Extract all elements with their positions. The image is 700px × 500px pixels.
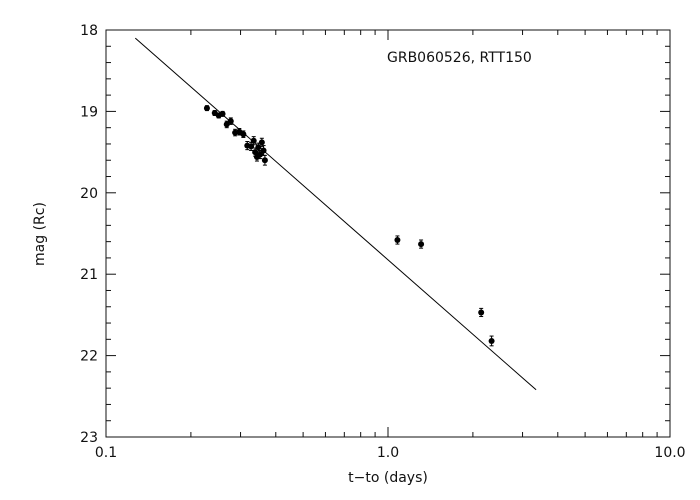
x-tick-label: 0.1 (95, 445, 117, 461)
data-point (260, 145, 267, 156)
data-point (203, 105, 210, 112)
fit-line-layer (134, 37, 537, 391)
y-axis-label: mag (Rc) (32, 202, 48, 266)
y-tick-label: 19 (80, 104, 98, 120)
data-point-marker (418, 241, 425, 248)
data-point (488, 335, 495, 347)
data-point-marker (257, 151, 264, 158)
data-points-layer (203, 105, 495, 347)
y-tick-label: 23 (80, 430, 98, 446)
y-tick-label: 22 (80, 349, 98, 365)
data-point (257, 149, 264, 160)
plot-frame (105, 29, 671, 438)
y-tick-label: 18 (80, 23, 98, 39)
data-point (219, 110, 226, 117)
data-point (223, 120, 230, 129)
data-point-marker (223, 121, 230, 128)
chart-annotation: GRB060526, RTT150 (387, 50, 532, 66)
data-point (258, 137, 265, 147)
data-point (478, 307, 485, 318)
data-point-marker (258, 139, 265, 146)
x-axis-label: t−to (days) (348, 470, 428, 486)
data-point-marker (478, 309, 485, 316)
data-point (227, 117, 234, 125)
y-tick-label: 20 (80, 186, 98, 202)
y-tick-label: 21 (80, 267, 98, 283)
data-point (240, 130, 247, 138)
fit-line (134, 37, 537, 391)
data-point-marker (255, 144, 262, 151)
ticks-layer: 0.1 1.0 10.0 18 19 20 21 22 23 (80, 23, 685, 461)
x-tick-label: 1.0 (377, 445, 399, 461)
data-point (394, 235, 401, 245)
x-tick-label: 10.0 (654, 445, 685, 461)
data-point-marker (227, 118, 234, 125)
data-point-marker (203, 105, 210, 112)
data-point-marker (240, 131, 247, 138)
data-point (250, 136, 257, 146)
data-point-marker (219, 110, 226, 117)
data-point (418, 239, 425, 249)
data-point (261, 154, 268, 166)
data-point-marker (394, 237, 401, 244)
data-point-marker (260, 147, 267, 154)
data-point-marker (488, 337, 495, 344)
data-point-marker (250, 137, 257, 144)
data-point-marker (261, 157, 268, 164)
